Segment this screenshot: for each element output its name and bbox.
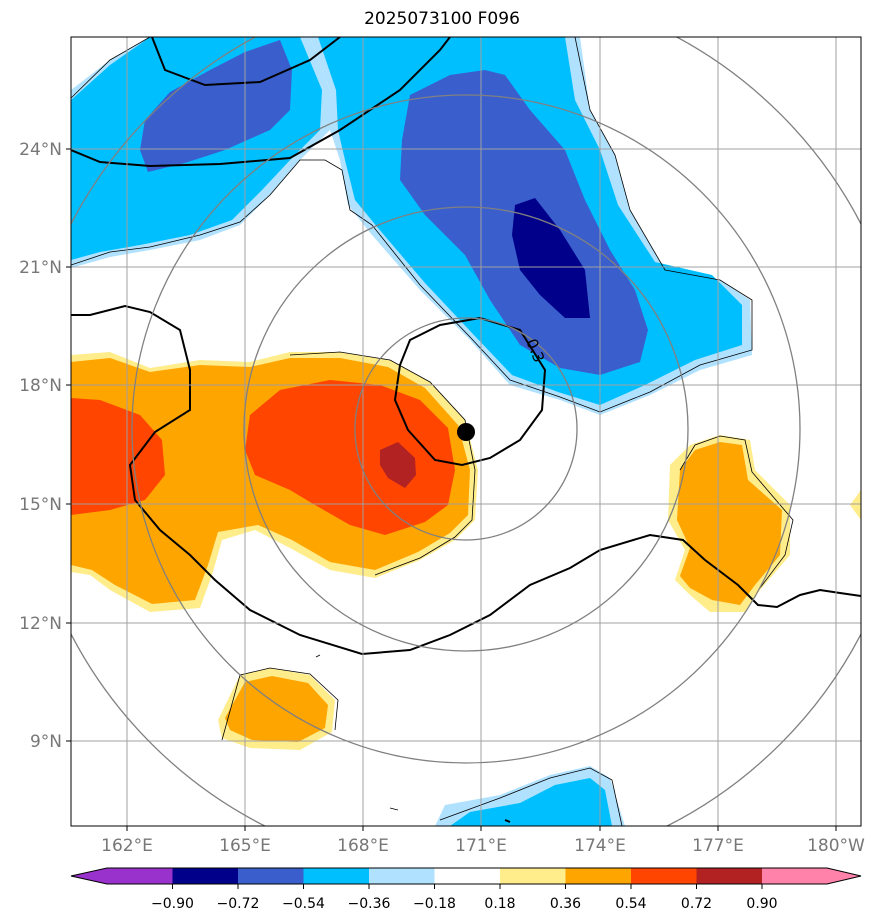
lon-label-171e: 171°E [455, 836, 507, 856]
lat-label-24n: 24°N [19, 140, 62, 160]
colorbar-swatch [631, 868, 697, 884]
lon-label-174e: 174°E [574, 836, 626, 856]
range-rings [71, 37, 861, 826]
lat-label-12n: 12°N [19, 614, 62, 634]
positive-region-south [218, 668, 335, 750]
map-area: 0.3 [71, 37, 861, 826]
colorbar-swatch [107, 868, 173, 884]
lon-label-165e: 165°E [219, 836, 271, 856]
colorbar-label: 0.72 [681, 896, 712, 912]
colorbar-swatch [238, 868, 304, 884]
gridlines [71, 37, 861, 826]
colorbar-swatch [565, 868, 631, 884]
thick-contours [71, 37, 861, 823]
colorbar-swatch [434, 868, 500, 884]
colorbar-swatch [303, 868, 369, 884]
colorbar-swatch [369, 868, 435, 884]
lat-label-21n: 21°N [19, 258, 62, 278]
negative-region-north [310, 37, 752, 415]
lon-label-177e: 177°E [692, 836, 744, 856]
colorbar: −0.90 −0.72 −0.54 −0.36 −0.18 0.18 0.36 … [70, 867, 862, 912]
lat-label-18n: 18°N [19, 376, 62, 396]
colorbar-label: −0.54 [282, 896, 325, 912]
colorbar-extend-high [827, 868, 861, 884]
colorbar-swatch [696, 868, 762, 884]
latitude-labels: 24°N 21°N 18°N 15°N 12°N 9°N [19, 140, 62, 752]
colorbar-extend-low [71, 868, 107, 884]
tick-marks [66, 148, 837, 831]
lon-label-180w: 180°W [807, 836, 865, 856]
map-frame [70, 36, 862, 827]
colorbar-label: 0.18 [484, 896, 515, 912]
colorbar-label: −0.72 [217, 896, 260, 912]
colorbar-label: 0.90 [746, 896, 777, 912]
colorbar-swatch [500, 868, 566, 884]
colorbar-label: −0.36 [348, 896, 391, 912]
negative-region-south [435, 766, 625, 826]
colorbar-outline [70, 867, 862, 885]
colorbar-label: 0.54 [615, 896, 646, 912]
colorbar-swatch [762, 868, 827, 884]
lat-label-9n: 9°N [30, 732, 62, 752]
longitude-labels: 162°E 165°E 168°E 171°E 174°E 177°E 180°… [101, 836, 865, 856]
colorbar-label: −0.90 [151, 896, 194, 912]
lon-label-162e: 162°E [101, 836, 153, 856]
colorbar-label: 0.36 [550, 896, 581, 912]
map-title: 2025073100 F096 [364, 9, 520, 29]
storm-center-marker [457, 423, 475, 441]
positive-region-east [668, 435, 861, 612]
lon-label-168e: 168°E [337, 836, 389, 856]
lat-label-15n: 15°N [19, 495, 62, 515]
colorbar-label: −0.18 [413, 896, 456, 912]
colorbar-swatch [172, 868, 238, 884]
